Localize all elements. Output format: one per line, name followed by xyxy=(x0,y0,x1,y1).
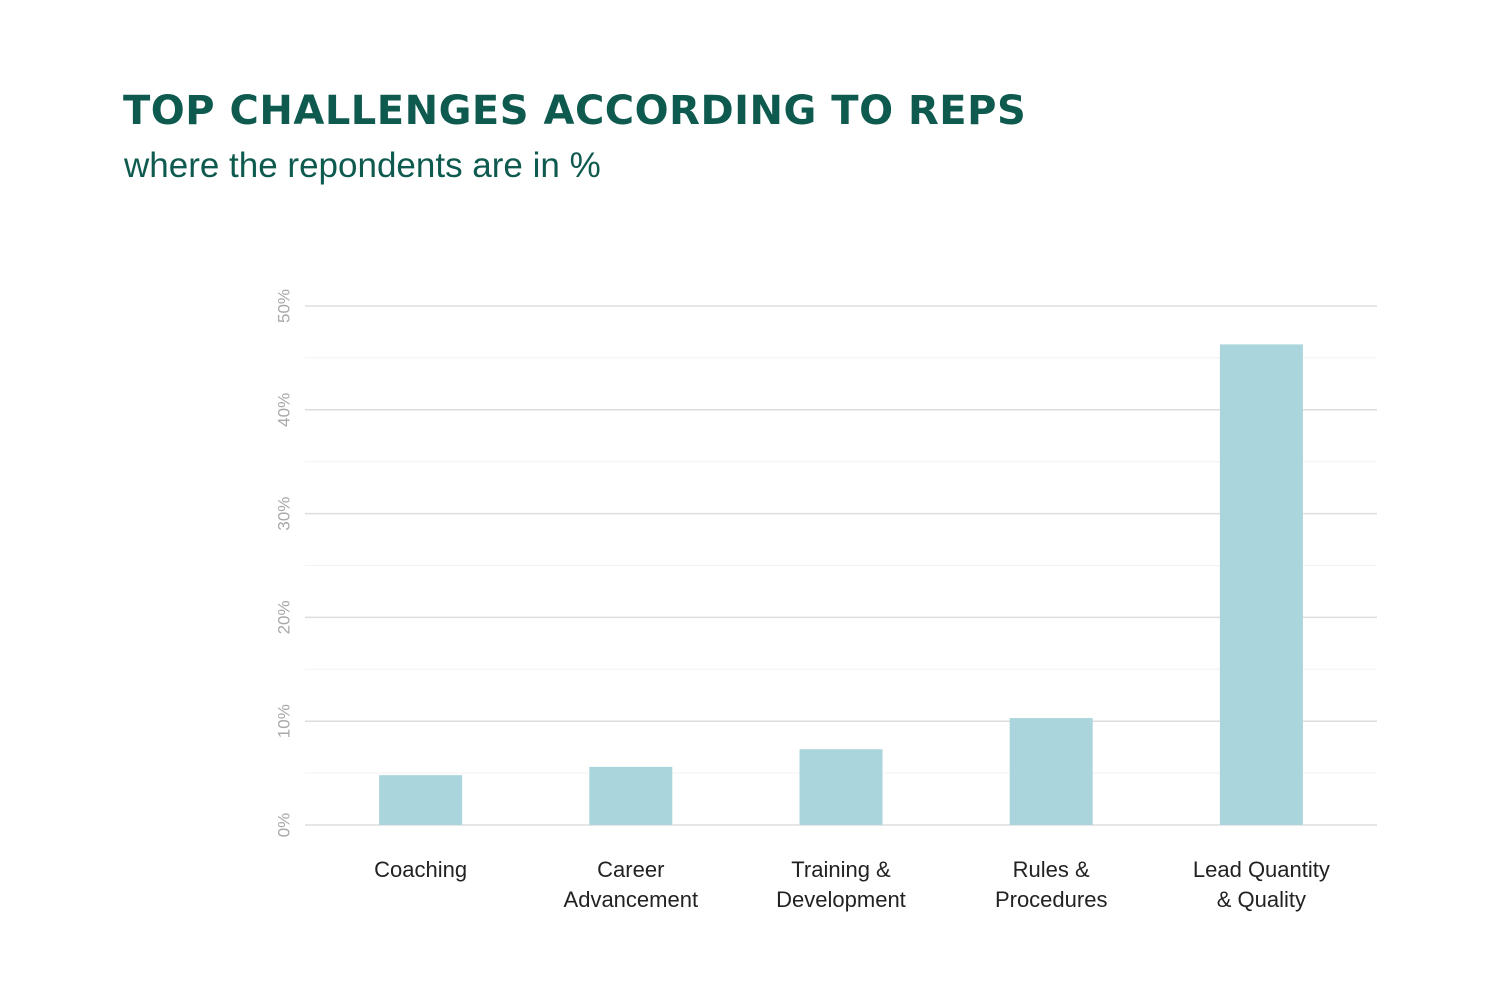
y-tick-label: 0% xyxy=(274,813,293,838)
x-category-label: Lead Quantity xyxy=(1193,857,1330,882)
y-tick-label: 30% xyxy=(274,497,293,531)
y-tick-label: 10% xyxy=(274,704,293,738)
x-category-label: Advancement xyxy=(564,887,699,912)
x-category-label: Coaching xyxy=(374,857,467,882)
bar xyxy=(379,775,463,825)
x-category-label: & Quality xyxy=(1217,887,1306,912)
y-tick-label: 40% xyxy=(274,393,293,427)
bar xyxy=(799,749,883,825)
x-category-label: Rules & xyxy=(1013,857,1090,882)
y-tick-label: 20% xyxy=(274,600,293,634)
y-tick-label: 50% xyxy=(274,289,293,323)
bar xyxy=(1219,344,1303,825)
x-category-label: Procedures xyxy=(995,887,1108,912)
x-category-label: Development xyxy=(776,887,906,912)
bar xyxy=(589,766,673,825)
x-category-label: Training & xyxy=(791,857,891,882)
chart-subtitle: where the repondents are in % xyxy=(124,146,601,185)
chart-title: TOP CHALLENGES ACCORDING TO REPS xyxy=(123,88,1027,134)
bar xyxy=(1009,718,1093,825)
x-category-label: Career xyxy=(597,857,664,882)
